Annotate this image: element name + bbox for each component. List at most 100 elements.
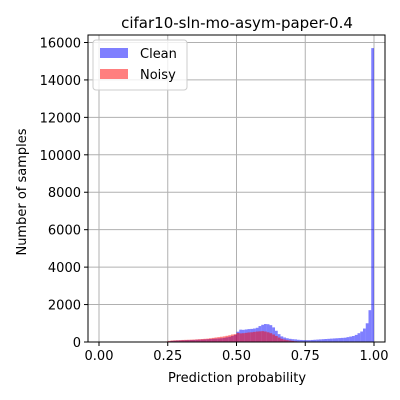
x-tick-label: 0.25 — [153, 349, 182, 364]
bar-noisy — [173, 340, 176, 342]
bar-clean — [349, 336, 352, 342]
legend: Clean Noisy — [92, 39, 188, 91]
x-tick-label: 0.00 — [85, 349, 114, 364]
bar-clean — [330, 338, 333, 342]
y-tick-label: 0 — [73, 336, 81, 351]
bar-clean — [302, 340, 306, 342]
bar-clean — [297, 339, 300, 342]
bar-noisy — [275, 336, 278, 342]
bar-noisy — [225, 335, 229, 342]
bar-clean — [360, 331, 363, 342]
bar-clean — [354, 334, 358, 342]
bar-noisy — [280, 338, 284, 342]
bar-noisy — [198, 339, 201, 342]
bar-noisy — [286, 340, 289, 342]
bar-noisy — [239, 333, 242, 342]
bar-clean — [341, 337, 344, 342]
y-tick-label: 12000 — [40, 111, 81, 126]
bar-clean — [346, 337, 350, 342]
bar-noisy — [217, 337, 220, 342]
bar-noisy — [255, 331, 259, 342]
bar-clean — [305, 340, 308, 342]
bar-clean — [324, 339, 328, 342]
x-tick-label: 0.75 — [291, 349, 320, 364]
bar-noisy — [242, 333, 245, 342]
bar-noisy — [200, 339, 204, 342]
bar-clean — [371, 48, 374, 342]
y-tick-label: 6000 — [48, 224, 81, 239]
bar-noisy — [187, 339, 190, 342]
y-tick-label: 8000 — [48, 186, 81, 201]
chart-title: cifar10-sln-mo-asym-paper-0.4 — [121, 14, 353, 32]
legend-label-clean: Clean — [140, 47, 177, 62]
legend-swatch-noisy — [100, 69, 128, 79]
bar-noisy — [250, 332, 253, 342]
y-tick-label: 16000 — [40, 36, 81, 51]
bar-clean — [313, 339, 317, 342]
x-tick-label: 1.00 — [360, 349, 389, 364]
bar-noisy — [264, 331, 267, 342]
bar-clean — [327, 338, 330, 342]
bar-noisy — [195, 339, 198, 342]
bar-clean — [352, 336, 355, 342]
x-axis-label: Prediction probability — [168, 371, 306, 386]
bar-clean — [321, 339, 325, 342]
bar-clean — [335, 338, 339, 342]
bar-clean — [299, 339, 303, 342]
y-axis-label: Number of samples — [15, 128, 30, 255]
bar-noisy — [176, 340, 179, 342]
x-tick-label: 0.50 — [222, 349, 251, 364]
bar-noisy — [272, 334, 275, 342]
bar-noisy — [228, 335, 231, 342]
bar-noisy — [181, 339, 185, 342]
bar-clean — [368, 310, 372, 342]
bar-noisy — [236, 333, 240, 342]
bar-noisy — [167, 340, 171, 342]
bar-clean — [338, 338, 341, 342]
bar-clean — [332, 338, 336, 342]
bar-noisy — [203, 338, 207, 342]
bar-noisy — [222, 336, 226, 342]
bar-noisy — [283, 339, 286, 342]
y-tick-label: 14000 — [40, 74, 81, 89]
bar-noisy — [288, 340, 292, 342]
bar-noisy — [233, 334, 237, 342]
bar-noisy — [211, 337, 215, 342]
bar-noisy — [209, 338, 212, 342]
bar-noisy — [291, 340, 295, 342]
bar-clean — [291, 339, 295, 342]
legend-label-noisy: Noisy — [140, 68, 176, 83]
series-noisy-bars — [162, 331, 306, 342]
bar-noisy — [253, 331, 256, 342]
bar-clean — [294, 339, 297, 342]
bar-noisy — [178, 340, 182, 342]
bar-clean — [343, 337, 347, 342]
bar-noisy — [261, 331, 264, 342]
bar-clean — [288, 338, 292, 342]
bar-noisy — [170, 340, 174, 342]
bar-clean — [308, 340, 311, 342]
bar-clean — [316, 339, 319, 342]
bar-noisy — [244, 332, 248, 342]
bar-noisy — [184, 339, 187, 342]
bar-noisy — [277, 337, 281, 342]
legend-swatch-clean — [100, 48, 128, 58]
bar-noisy — [247, 332, 251, 342]
y-tick-label: 2000 — [48, 299, 81, 314]
bar-clean — [319, 339, 322, 342]
bar-clean — [363, 328, 366, 342]
bar-noisy — [220, 336, 223, 342]
bar-noisy — [269, 333, 273, 342]
bar-noisy — [189, 339, 193, 342]
bar-clean — [310, 339, 314, 342]
bar-noisy — [266, 332, 270, 342]
bar-noisy — [258, 331, 262, 342]
y-tick-label: 4000 — [48, 261, 81, 276]
bar-clean — [357, 333, 361, 342]
series-clean-bars — [162, 48, 374, 342]
y-axis-ticks: 0 2000 4000 6000 8000 10000 12000 14000 16000 — [40, 36, 88, 351]
bar-noisy — [206, 338, 209, 342]
y-tick-label: 10000 — [40, 149, 81, 164]
bar-noisy — [192, 339, 196, 342]
